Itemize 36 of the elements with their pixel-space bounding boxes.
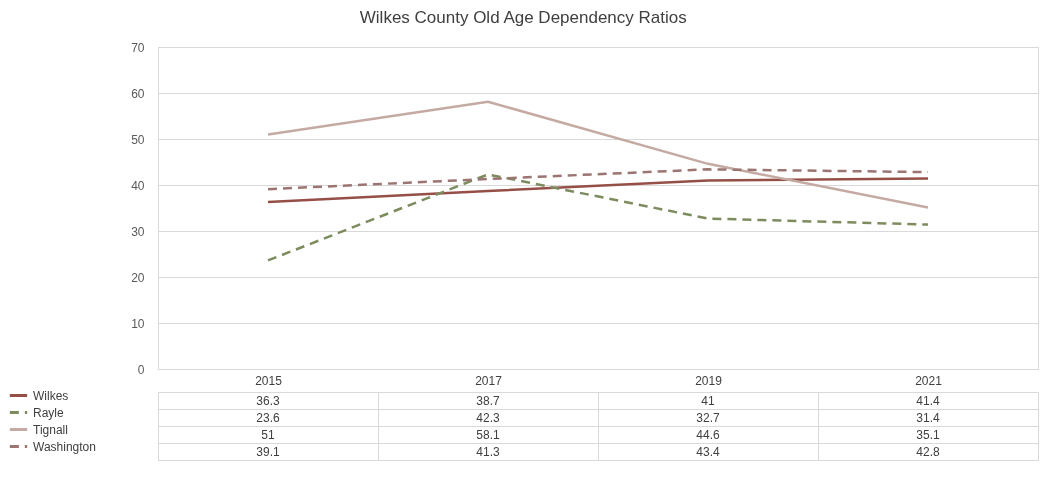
legend-label: Wilkes (33, 388, 69, 403)
chart-title: Wilkes County Old Age Dependency Ratios (359, 7, 687, 27)
legend-label: Tignall (33, 422, 68, 437)
data-label: 51 (261, 427, 275, 442)
line-series (266, 100, 930, 209)
data-label: 42.8 (916, 444, 940, 459)
data-label: 41.3 (476, 444, 500, 459)
data-label: 58.1 (476, 427, 500, 442)
y-tick-label: 10 (131, 316, 145, 331)
data-label: 36.3 (256, 393, 280, 408)
data-label: 31.4 (916, 410, 940, 425)
y-tick-label: 20 (131, 270, 145, 285)
y-tick-label: 40 (131, 178, 145, 193)
data-label: 39.1 (256, 444, 280, 459)
x-tick-label: 2015 (255, 373, 283, 388)
data-label: 44.6 (696, 427, 720, 442)
data-label: 32.7 (696, 410, 720, 425)
data-label: 41 (701, 393, 715, 408)
y-tick-label: 70 (131, 40, 145, 55)
line-series (266, 173, 930, 262)
y-tick-label: 0 (137, 362, 145, 377)
line-series (266, 177, 930, 204)
y-tick-label: 30 (131, 224, 145, 239)
legend-label: Washington (33, 439, 96, 454)
x-tick-label: 2019 (695, 373, 723, 388)
y-tick-label: 50 (131, 132, 145, 147)
x-tick-label: 2021 (915, 373, 943, 388)
data-label: 35.1 (916, 427, 940, 442)
data-label: 38.7 (476, 393, 500, 408)
data-label: 43.4 (696, 444, 720, 459)
x-tick-label: 2017 (475, 373, 503, 388)
data-label: 23.6 (256, 410, 280, 425)
data-label: 42.3 (476, 410, 500, 425)
y-tick-label: 60 (131, 86, 145, 101)
data-label: 41.4 (916, 393, 940, 408)
legend-label: Rayle (33, 405, 65, 420)
